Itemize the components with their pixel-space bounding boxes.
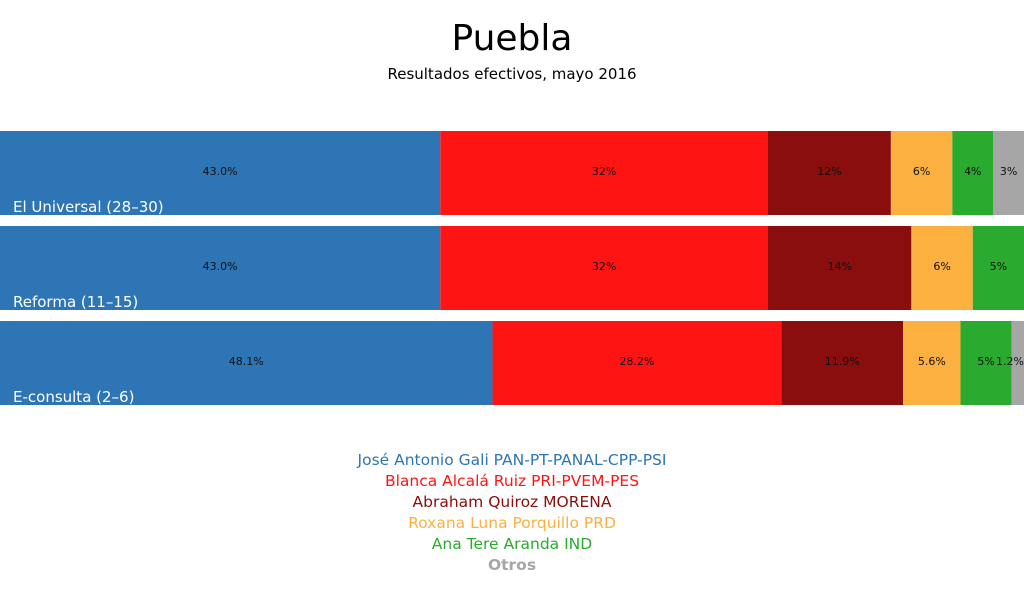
bar-segment <box>993 131 1024 215</box>
bar-segment <box>781 321 904 405</box>
bar-segment <box>1011 321 1024 405</box>
data-label: 32% <box>592 165 616 178</box>
bar-segment <box>972 226 1024 310</box>
data-label: 43.0% <box>203 260 238 273</box>
chart-title: Puebla <box>451 18 573 59</box>
data-label: 43.0% <box>203 165 238 178</box>
chart-subtitle: Resultados efectivos, mayo 2016 <box>387 65 637 83</box>
data-label: 48.1% <box>229 355 264 368</box>
data-label: 5% <box>977 355 994 368</box>
data-label: 28.2% <box>619 355 654 368</box>
data-label: 3% <box>1000 165 1017 178</box>
bar-segment <box>440 226 768 310</box>
category-label: El Universal (28–30) <box>13 198 164 216</box>
bar-segment <box>440 131 768 215</box>
data-label: 5.6% <box>918 355 946 368</box>
legend-item: Roxana Luna Porquillo PRD <box>408 514 616 532</box>
legend-item: Otros <box>487 556 537 574</box>
category-label: Reforma (11–15) <box>13 293 138 311</box>
data-label: 12% <box>817 165 841 178</box>
data-label: 32% <box>592 260 616 273</box>
legend-item: Blanca Alcalá Ruiz PRI-PVEM-PES <box>384 472 640 490</box>
bar-segment <box>952 131 994 215</box>
legend-item: José Antonio Gali PAN-PT-PANAL-CPP-PSI <box>357 451 667 469</box>
bar-segment <box>0 226 441 310</box>
bar-segment <box>768 131 891 215</box>
data-label: 6% <box>933 260 950 273</box>
legend-item: Abraham Quiroz MORENA <box>412 493 612 511</box>
legend-item: Ana Tere Aranda IND <box>431 535 593 553</box>
bar-segment <box>492 321 782 405</box>
stacked-bar-chart: 43.0% 32% 12% 6% 4% 3% El Universal (28–30) 43.… <box>0 131 1024 406</box>
bar-segment <box>960 321 1012 405</box>
bar-segment <box>890 131 953 215</box>
bar-segment <box>768 226 912 310</box>
data-label: 11.9% <box>825 355 860 368</box>
data-label: 4% <box>964 165 981 178</box>
data-label: 14% <box>827 260 851 273</box>
legend: José Antonio Gali PAN-PT-PANAL-CPP-PSI Bl… <box>0 450 1024 576</box>
category-label: E-consulta (2–6) <box>13 388 134 406</box>
bar-segment <box>911 226 973 310</box>
bar-segment <box>0 321 493 405</box>
data-label: 1.2% <box>996 355 1024 368</box>
bar-segment <box>903 321 961 405</box>
data-label: 6% <box>913 165 930 178</box>
data-label: 5% <box>990 260 1007 273</box>
bar-segment <box>0 131 441 215</box>
